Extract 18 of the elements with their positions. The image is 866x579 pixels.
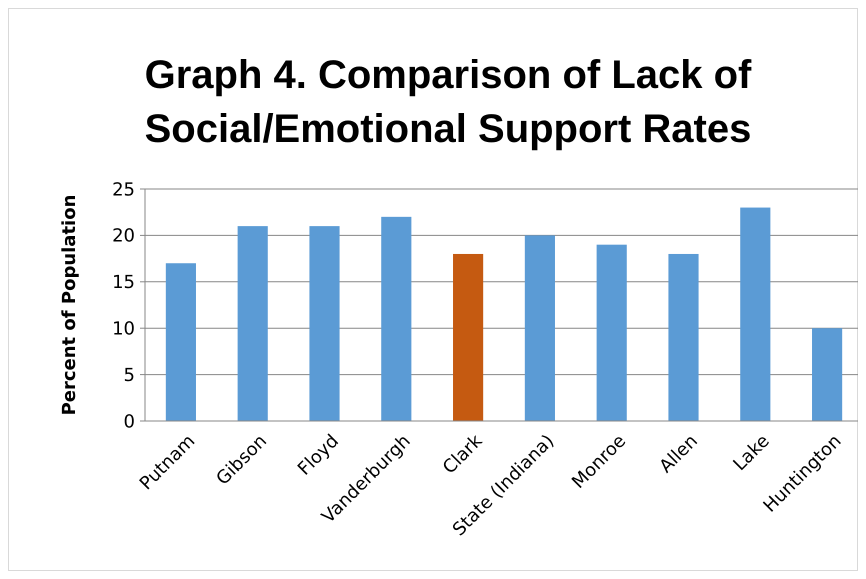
y-tick-label: 10 [112,318,135,340]
bar [309,226,340,421]
y-axis-title: Percent of Population [59,194,80,416]
y-tick-label: 20 [112,226,135,247]
bar [596,244,627,421]
bar [524,235,555,421]
bar [740,208,770,421]
bar [453,254,484,421]
bar [166,263,196,421]
bar [668,254,699,421]
bar [812,328,842,421]
y-tick-label: 5 [124,364,135,386]
bar [238,226,268,421]
y-tick-label: 0 [124,411,135,432]
y-tick-label: 25 [112,179,135,200]
bar [381,216,412,421]
y-tick-label: 15 [112,272,135,294]
chart-title: Graph 4. Comparison of Lack of Social/Emotional Support Rates [144,53,752,151]
